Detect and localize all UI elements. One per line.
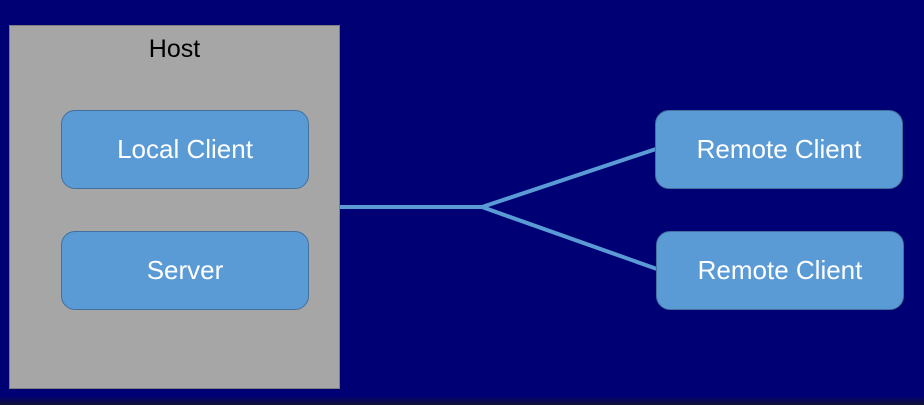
remote-client-node-1: Remote Client xyxy=(655,110,903,189)
host-container: Host xyxy=(9,25,340,389)
server-node: Server xyxy=(61,231,309,310)
bottom-edge xyxy=(0,396,924,405)
connector-to-remote-client-1 xyxy=(481,147,657,209)
connector-to-remote-client-2 xyxy=(481,205,658,271)
host-title: Host xyxy=(148,35,201,63)
remote-client-node-2: Remote Client xyxy=(656,231,904,310)
local-client-node: Local Client xyxy=(61,110,309,189)
